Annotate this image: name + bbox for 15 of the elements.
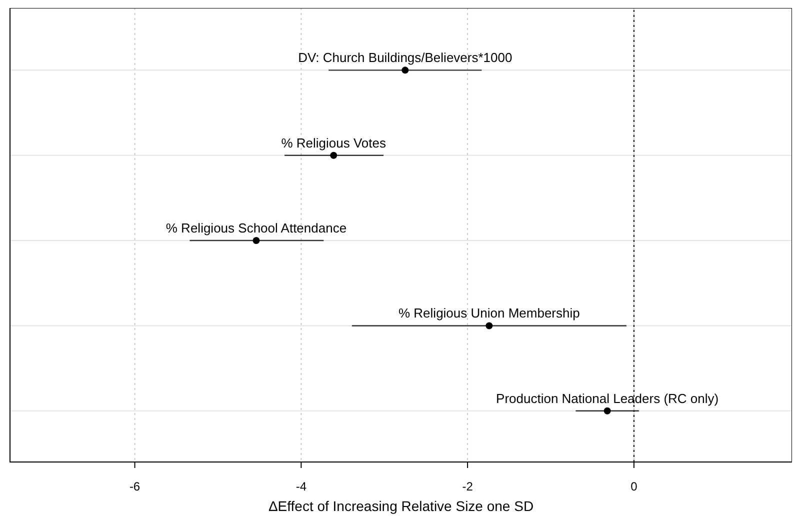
point: [402, 66, 409, 74]
x-axis-title: ΔEffect of Increasing Relative Size one SD: [268, 498, 534, 514]
point: [486, 322, 493, 330]
y-tick-label: Production National Leaders (RC only): [496, 390, 719, 406]
x-tick-label: -4: [296, 480, 307, 494]
y-tick-label: % Religious School Attendance: [166, 220, 347, 236]
point: [252, 237, 260, 244]
y-tick-label: % Religious Votes: [281, 135, 387, 150]
point: [604, 407, 611, 414]
y-tick-label: % Religious Union Membership: [398, 306, 580, 321]
x-tick-label: -2: [462, 480, 474, 494]
x-tick-label: -6: [129, 480, 140, 494]
x-tick-label: 0: [630, 480, 638, 494]
point: [330, 152, 338, 159]
y-tick-label: DV: Church Buildings/Believers*1000: [298, 50, 512, 66]
